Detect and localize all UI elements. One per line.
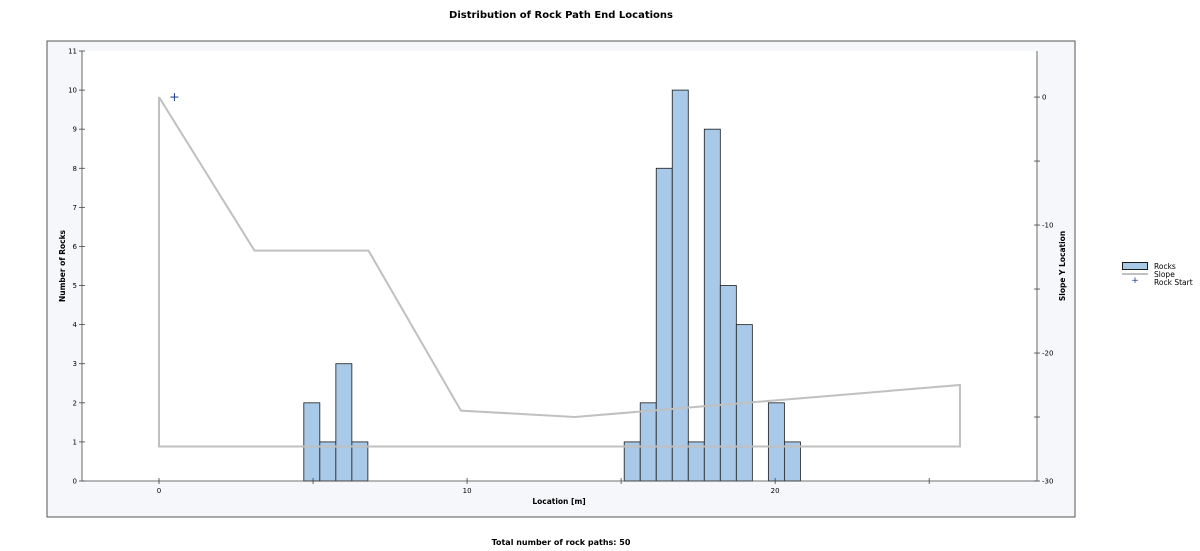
y-tick-label: 10: [68, 87, 77, 95]
chart-title: Distribution of Rock Path End Locations: [449, 10, 673, 21]
y-tick-label: 5: [73, 282, 77, 290]
y-tick-label: 2: [73, 399, 77, 407]
x-axis-label: Location [m]: [532, 497, 585, 506]
y2-tick-label: -20: [1042, 350, 1053, 358]
y-tick-label: 3: [73, 360, 77, 368]
y2-tick-label: -10: [1042, 222, 1053, 230]
rock-start-marker: [170, 93, 179, 102]
legend-label-slope: Slope: [1154, 269, 1175, 279]
legend-swatch-rocks: [1122, 262, 1148, 270]
y2-axis-label: Slope Y Location: [1058, 231, 1067, 301]
bar: [767, 402, 785, 482]
bar: [639, 402, 657, 482]
axes-group: 0 1 2 3 4 5 6 7 8 9 10 11 0 10 20 0 -10 -20 -30: [68, 48, 1053, 496]
plot-area: [82, 51, 1037, 481]
legend-item-rock-start: + Rock Start: [1122, 276, 1193, 287]
bar: [303, 402, 321, 482]
y-tick-label: 4: [73, 321, 78, 329]
y2-tick-label: 0: [1042, 94, 1046, 102]
y-tick-label: 9: [73, 126, 77, 134]
bar: [655, 167, 673, 482]
legend-label-rock-start: Rock Start: [1154, 277, 1193, 287]
y-tick-label: 0: [73, 478, 77, 486]
legend: Rocks Slope + Rock Start: [1122, 261, 1193, 287]
legend-swatch-slope: [1122, 270, 1148, 278]
bar: [719, 285, 737, 482]
x-tick-label: 20: [771, 487, 780, 495]
y-tick-label: 11: [68, 48, 77, 56]
slope-group: [158, 93, 961, 448]
x-tick-label: 10: [463, 487, 472, 495]
y-tick-label: 6: [73, 243, 78, 251]
bar: [351, 441, 369, 482]
bar: [335, 363, 353, 482]
y-axis-label: Number of Rocks: [58, 229, 67, 302]
bar: [703, 128, 721, 482]
y2-tick-label: -30: [1042, 478, 1053, 486]
legend-item-rocks: Rocks: [1122, 261, 1193, 271]
y-tick-label: 1: [73, 438, 77, 446]
footer-total-paths: Total number of rock paths: 50: [491, 538, 631, 547]
legend-swatch-rock-start: +: [1131, 276, 1139, 286]
bar: [671, 89, 689, 482]
bar: [623, 441, 641, 482]
y-tick-label: 8: [73, 165, 77, 173]
slope-line: [158, 96, 961, 448]
legend-item-slope: Slope: [1122, 269, 1193, 279]
legend-label-rocks: Rocks: [1154, 261, 1176, 271]
bar: [319, 441, 337, 482]
x-tick-label: 0: [157, 487, 161, 495]
bar: [783, 441, 801, 482]
y-tick-label: 7: [73, 204, 77, 212]
bar: [687, 441, 705, 482]
